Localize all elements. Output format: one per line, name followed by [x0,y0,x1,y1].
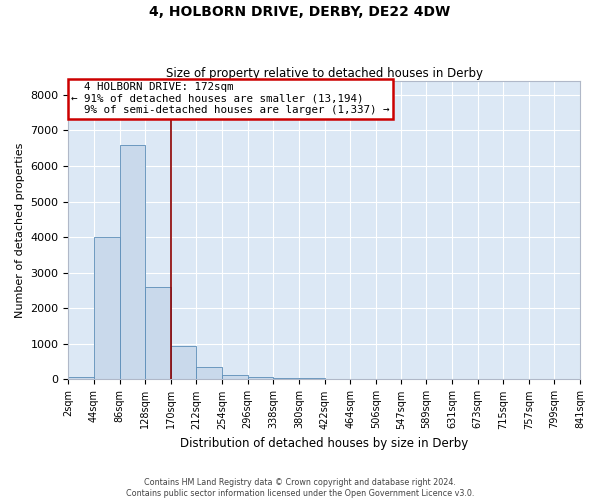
Bar [171,346,196,380]
Bar [68,376,94,380]
Bar [94,237,119,380]
Bar [145,287,171,380]
Text: 4 HOLBORN DRIVE: 172sqm
← 91% of detached houses are smaller (13,194)
  9% of se: 4 HOLBORN DRIVE: 172sqm ← 91% of detache… [71,82,389,116]
Text: Contains HM Land Registry data © Crown copyright and database right 2024.
Contai: Contains HM Land Registry data © Crown c… [126,478,474,498]
Bar [222,375,248,380]
X-axis label: Distribution of detached houses by size in Derby: Distribution of detached houses by size … [180,437,469,450]
Bar [196,368,222,380]
Title: Size of property relative to detached houses in Derby: Size of property relative to detached ho… [166,66,483,80]
Bar [299,378,325,380]
Text: 4, HOLBORN DRIVE, DERBY, DE22 4DW: 4, HOLBORN DRIVE, DERBY, DE22 4DW [149,5,451,19]
Bar [273,378,299,380]
Bar [119,144,145,380]
Y-axis label: Number of detached properties: Number of detached properties [15,142,25,318]
Bar [248,377,273,380]
